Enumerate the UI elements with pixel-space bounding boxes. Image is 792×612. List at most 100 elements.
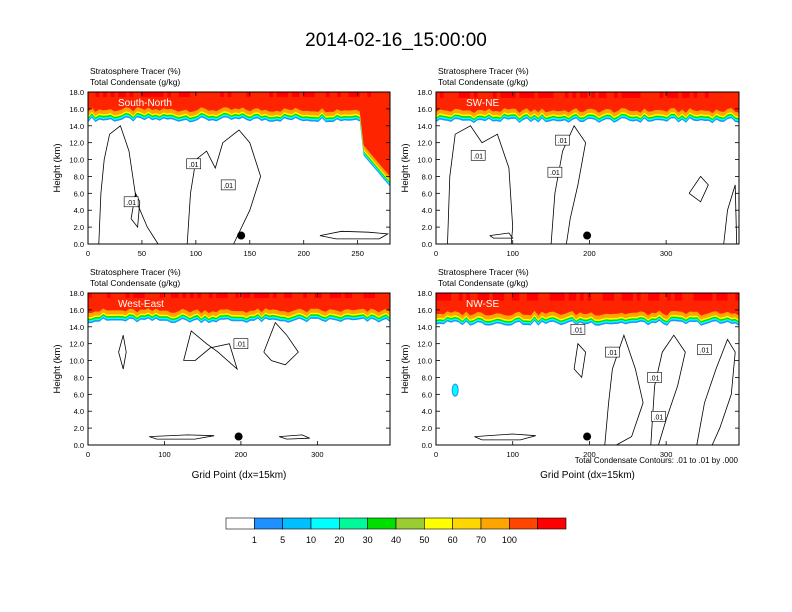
x-tick-label: 100 <box>506 249 519 258</box>
tracer-streak <box>337 293 341 299</box>
condensate-contour <box>550 124 587 245</box>
y-tick-label: 0.0 <box>422 240 432 249</box>
tracer-streak <box>614 92 618 98</box>
tracer-streak <box>133 293 138 299</box>
colorbar-label: 10 <box>306 535 316 545</box>
tracer-streak <box>261 293 266 299</box>
colorbar-swatch <box>310 517 340 530</box>
tracer-streak <box>504 92 508 98</box>
colorbar: 1 5 10 20 30 40 50 60 70 100 <box>225 517 567 545</box>
tracer-streak <box>352 92 357 98</box>
x-tick-label: 150 <box>244 249 257 258</box>
condensate-contour <box>604 333 644 446</box>
tracer-streak <box>602 293 607 301</box>
condensate-contour <box>696 338 736 446</box>
colorbar-label: 40 <box>391 535 401 545</box>
tracer-streak <box>583 92 588 98</box>
tracer-streak <box>492 293 497 301</box>
contour-label-box <box>547 166 563 178</box>
tracer-streak <box>549 293 554 301</box>
tracer-streak <box>553 293 558 301</box>
contour-label: .01 <box>189 162 199 169</box>
y-tick-label: 18.0 <box>69 88 84 97</box>
tracer-streak <box>280 92 285 98</box>
panel-label: NW-SE <box>466 299 499 310</box>
tracer-streak <box>511 293 516 301</box>
tracer-streak <box>182 293 187 299</box>
tracer-streak <box>125 293 130 299</box>
y-tick-label: 16.0 <box>69 105 84 114</box>
y-tick-label: 4.0 <box>422 407 432 416</box>
tracer-streak <box>436 293 440 301</box>
location-marker <box>583 432 592 441</box>
tracer-streak <box>735 293 739 301</box>
tracer-streak <box>295 92 300 98</box>
tracer-streak <box>651 293 656 301</box>
contour-label-box <box>470 150 486 161</box>
tracer-streak <box>367 92 372 98</box>
tracer-streak <box>284 293 289 299</box>
panel-title-line: Stratosphere Tracer (%) <box>90 267 181 277</box>
tracer-streak <box>542 92 546 98</box>
tracer-streak <box>265 293 270 299</box>
y-tick-label: 4.0 <box>74 407 84 416</box>
x-tick-label: 100 <box>190 249 203 258</box>
colorbar-swatch <box>339 517 368 530</box>
x-tick-label: 200 <box>583 450 596 459</box>
colorbar-swatch <box>480 517 510 530</box>
tracer-streak <box>564 92 569 98</box>
tracer-streak <box>507 92 512 98</box>
colorbar-label: 30 <box>363 535 373 545</box>
y-tick-label: 14.0 <box>69 323 84 332</box>
tracer-streak <box>363 293 368 299</box>
tracer-streak <box>496 293 501 301</box>
contour-label-box <box>605 346 620 358</box>
tracer-streak <box>235 293 239 299</box>
tracer-streak <box>572 293 577 301</box>
tracer-streak <box>621 92 626 98</box>
colorbar-label: 60 <box>448 535 458 545</box>
x-tick-label: 0 <box>434 249 438 258</box>
y-tick-label: 12.0 <box>417 139 432 148</box>
tracer-streak <box>473 92 478 98</box>
contour-label: .01 <box>654 414 664 421</box>
tracer-fill <box>88 92 390 177</box>
contour-label: .01 <box>126 200 136 207</box>
panel-top-right: .01 .01 .01 SW-NE Stratosphere Tracer (%)Tot… <box>400 66 740 258</box>
tracer-streak <box>257 293 262 299</box>
colorbar-label: 5 <box>280 535 285 545</box>
contour-label: .01 <box>223 183 233 190</box>
panel-title-line: Stratosphere Tracer (%) <box>438 267 529 277</box>
tracer-streak <box>458 92 463 98</box>
tracer-streak <box>625 92 630 98</box>
tracer-streak <box>121 92 126 98</box>
tracer-blob <box>451 383 459 397</box>
tracer-streak <box>682 92 686 98</box>
tracer-streak <box>254 293 258 299</box>
y-tick-label: 0.0 <box>422 441 432 450</box>
tracer-streak <box>466 92 471 98</box>
tracer-streak <box>492 92 497 98</box>
tracer-streak <box>106 293 111 299</box>
condensate-contour <box>278 434 310 440</box>
tracer-streak <box>598 92 603 98</box>
tracer-streak <box>720 293 724 301</box>
tracer-streak <box>579 92 584 98</box>
y-tick-label: 2.0 <box>74 223 84 232</box>
x-tick-label: 0 <box>86 249 90 258</box>
tracer-streak <box>348 293 353 299</box>
y-tick-label: 14.0 <box>69 122 84 131</box>
plot-frame <box>87 292 391 446</box>
tracer-streak <box>303 92 307 98</box>
contour-label-box <box>570 324 586 335</box>
tracer-streak <box>659 92 664 98</box>
plot-frame <box>87 91 391 245</box>
tracer-streak <box>155 92 160 98</box>
panel-label: South-North <box>118 98 172 109</box>
tracer-streak <box>348 92 353 98</box>
tracer-streak <box>697 293 702 301</box>
tracer-streak <box>526 293 531 301</box>
tracer-streak <box>462 92 467 98</box>
condensate-contour <box>149 434 215 440</box>
